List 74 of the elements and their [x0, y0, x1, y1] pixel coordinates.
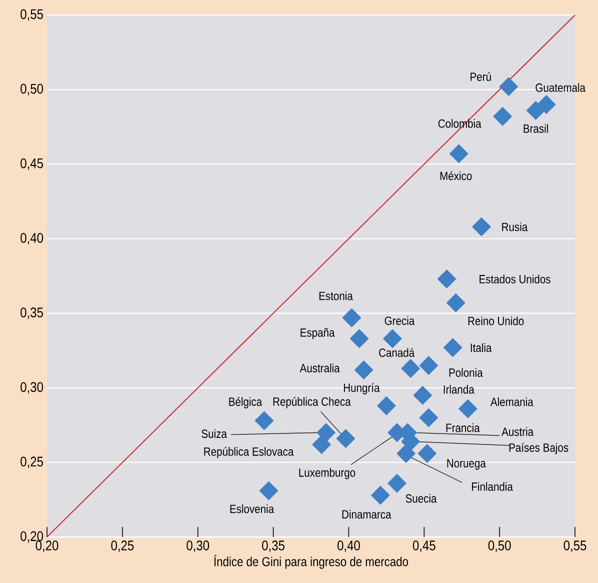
annotation: Noruega: [447, 459, 486, 470]
x-tick-label: 0,25: [111, 540, 134, 552]
annotation: Guatemala: [536, 83, 586, 92]
annotation: Canadá: [379, 348, 415, 357]
y-tick-label: 0,20: [20, 531, 44, 543]
point: [370, 486, 390, 505]
point: [419, 356, 438, 376]
annotation: Suiza: [202, 429, 227, 438]
annotation: Estonia: [319, 291, 353, 300]
point: [418, 444, 437, 464]
x-tick-label: 0,50: [488, 540, 511, 552]
point: [350, 329, 369, 348]
point: [312, 434, 332, 454]
point: [449, 144, 468, 164]
point: [437, 269, 456, 289]
annotation: Italia: [470, 343, 492, 352]
annotation: Brasil: [524, 124, 548, 133]
y-tick-label: 0,30: [20, 382, 44, 394]
x-axis-title: Índice de Gini para ingreso de mercado: [214, 554, 408, 569]
annotation: Bélgica: [229, 397, 262, 408]
annotation: Suecia: [406, 494, 437, 503]
annotation: Alemania: [490, 397, 534, 406]
annotation: República Checa: [273, 396, 351, 408]
point: [493, 106, 512, 126]
x-tick-label: 0,45: [412, 540, 436, 552]
annotation: Irlanda: [444, 384, 474, 394]
x-tick-label: 0,55: [564, 540, 586, 552]
point: [387, 474, 407, 493]
y-tick-label: 0,40: [20, 232, 44, 244]
point: [259, 481, 278, 500]
point: [472, 217, 492, 236]
y-tick-label: 0,45: [20, 158, 43, 170]
annotation: Estados Unidos: [480, 274, 550, 284]
annotation: Dinamarca: [342, 510, 392, 519]
x-tick-label: 0,35: [262, 540, 284, 552]
point: [419, 408, 438, 428]
y-tick-label: 0,50: [20, 84, 44, 96]
annotation: Grecia: [384, 316, 415, 326]
annotation: Polonia: [449, 368, 483, 377]
point: [446, 293, 466, 312]
point: [413, 386, 432, 405]
annotation: Australia: [300, 364, 340, 372]
annotation: Reino Unido: [468, 316, 524, 326]
annotation: Austria: [502, 427, 534, 436]
annotation: Países Bajos: [509, 442, 568, 454]
annotation: República Eslovaca: [204, 446, 294, 458]
y-tick-label: 0,25: [20, 456, 43, 468]
annotation: Hungría: [344, 383, 380, 394]
annotation: Luxemburgo: [299, 468, 356, 480]
annotation: Eslovenia: [230, 504, 274, 514]
point: [342, 308, 362, 328]
annotation: España: [300, 328, 335, 340]
point: [526, 100, 546, 120]
point: [499, 77, 518, 96]
point: [316, 423, 336, 442]
point: [401, 358, 420, 378]
x-tick-label: 0,20: [36, 540, 58, 552]
annotation: Perú: [470, 72, 491, 82]
annotation: México: [440, 171, 472, 180]
point: [443, 338, 462, 358]
point: [254, 411, 274, 430]
annotation: Francia: [446, 423, 480, 432]
x-tick-label: 0,40: [338, 540, 360, 552]
y-tick-label: 0,35: [20, 308, 43, 320]
point: [354, 360, 374, 380]
point: [458, 399, 478, 418]
annotation: Rusia: [502, 222, 528, 232]
y-tick-label: 0,55: [20, 9, 43, 21]
point: [396, 444, 416, 464]
point: [336, 429, 356, 448]
point: [376, 396, 396, 416]
x-tick-label: 0,30: [186, 540, 210, 552]
annotation: Finlandia: [472, 482, 513, 491]
point: [382, 329, 402, 348]
